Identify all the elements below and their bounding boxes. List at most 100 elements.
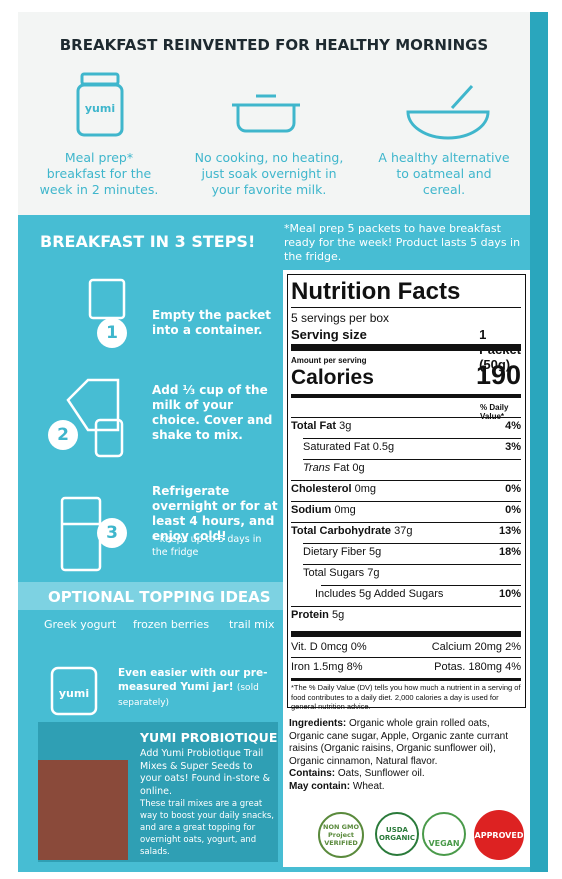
topping-item: trail mix	[229, 618, 275, 631]
nutrition-footnote: *The % Daily Value (DV) tells you how mu…	[291, 683, 521, 711]
row-rule	[303, 543, 521, 544]
topping-item: frozen berries	[133, 618, 210, 631]
step-number: 3	[97, 518, 127, 548]
logo-usda: USDA ORGANIC	[375, 812, 419, 856]
may-contain: Wheat.	[352, 780, 385, 792]
may-contain-label: May contain:	[289, 780, 351, 792]
step-footnote: * keeps up to 5 days in the fridge	[152, 534, 262, 558]
nutrient-row: Total Carbohydrate 37g 13%	[291, 525, 521, 537]
nutrient-dv: 18%	[498, 546, 521, 558]
contains-label: Contains:	[289, 768, 336, 779]
nutrient-label: Trans	[303, 462, 331, 474]
vitamin: Potas. 180mg 4%	[434, 661, 521, 673]
probiotique-body: These trail mixes are a great way to boo…	[140, 799, 275, 857]
vitamin: Vit. D 0mcg 0%	[291, 641, 367, 653]
nutrient-dv: 10%	[498, 588, 521, 600]
feature-text: A healthy alternative to oatmeal and cer…	[378, 150, 510, 197]
nutrient-label: Sodium	[291, 504, 332, 516]
nutrient-row: Includes 5g Added Sugars 10%	[291, 588, 521, 600]
topping-item: Greek yogurt	[44, 618, 117, 631]
nutrient-label: Total Sugars	[303, 567, 365, 579]
row-rule	[291, 501, 521, 502]
calories-label: Calories	[291, 366, 374, 389]
nutrient-amount: Fat 0g	[333, 462, 365, 474]
nutrient-row: Saturated Fat 0.5g 3%	[291, 441, 521, 453]
nutrient-label: Dietary Fiber	[303, 546, 366, 558]
nutrient-amount: 0mg	[354, 483, 376, 495]
serving-size-label: Serving size	[291, 327, 367, 342]
steps-note: *Meal prep 5 packets to have breakfast r…	[284, 222, 521, 263]
nutrient-row: Trans Fat 0g	[291, 462, 521, 474]
jar-label: yumi	[59, 687, 89, 700]
step-text: Add ⅓ cup of the milk of your choice. Co…	[152, 383, 273, 442]
calories: 190	[475, 360, 521, 390]
probiotique-title: YUMI PROBIOTIQUE	[140, 730, 278, 745]
nutrient-row: Total Fat 3g 4%	[291, 420, 521, 432]
box-side	[530, 12, 548, 872]
product-photo	[38, 760, 128, 860]
nutrition-title: Nutrition Facts	[291, 278, 461, 305]
feature-text: No cooking, no heating, just soak overni…	[194, 150, 344, 197]
step-number: 2	[48, 420, 78, 450]
servings: 5 servings per box	[291, 311, 390, 325]
ingredients-text: Organic whole grain rolled oats, Organic…	[289, 718, 509, 767]
toppings-title: OPTIONAL TOPPING IDEAS	[48, 588, 271, 606]
topping-band	[18, 582, 283, 610]
vitamin-row: Iron 1.5mg 8% Potas. 180mg 4%	[291, 661, 521, 673]
row-rule	[291, 417, 521, 418]
nutrient-label: Includes 5g Added Sugars	[315, 588, 444, 600]
nutrient-amount: 5g	[331, 609, 345, 621]
probiotique-lead: Add Yumi Probiotique Trail Mixes & Super…	[140, 748, 271, 797]
nutrient-label: Total Fat	[291, 420, 337, 432]
nutrient-dv: 0%	[505, 483, 521, 495]
nutrient-label: Protein	[291, 609, 329, 621]
nutrition-panel	[283, 270, 530, 867]
step-text: Empty the packet into a container.	[152, 308, 271, 337]
row-rule	[303, 438, 521, 439]
nutrient-label: Total Carbohydrate	[291, 525, 392, 537]
logo-approved: APPROVED	[474, 810, 524, 860]
steps-title: BREAKFAST IN 3 STEPS!	[40, 232, 256, 251]
nutrition-border	[287, 274, 526, 708]
nutrient-label: Cholesterol	[291, 483, 352, 495]
nutrient-amount: 0mg	[334, 504, 356, 516]
row-rule	[291, 606, 521, 607]
nutrient-amount: 37g	[394, 525, 413, 537]
header-title: BREAKFAST REINVENTED FOR HEALTHY MORNING…	[59, 36, 489, 54]
nutrient-amount: 7g	[367, 567, 380, 579]
jar-label: yumi	[85, 102, 115, 115]
feature-text: Meal prep* breakfast for the week in 2 m…	[39, 150, 159, 197]
nutrient-dv: 0%	[505, 504, 521, 516]
row-rule	[291, 522, 521, 523]
contains: Oats, Sunflower oil.	[337, 768, 425, 779]
logo-vegan: VEGAN	[422, 812, 466, 856]
step-number: 1	[97, 318, 127, 348]
row-rule	[303, 564, 521, 565]
ingredients: Ingredients: Organic whole grain rolled …	[289, 718, 525, 793]
nutrient-row: Dietary Fiber 5g 18%	[291, 546, 521, 558]
nutrient-row: Protein 5g	[291, 609, 521, 621]
jar-note: (sold separately)	[118, 683, 259, 708]
nutrient-row: Total Sugars 7g	[291, 567, 521, 579]
vitamin-row: Vit. D 0mcg 0% Calcium 20mg 2%	[291, 641, 521, 653]
row-rule	[291, 480, 521, 481]
jar-text: Even easier with our pre-measured Yumi j…	[118, 667, 268, 693]
nutrient-dv: 3%	[505, 441, 521, 453]
dv-header: % Daily Value*	[480, 403, 509, 421]
ingredients-label: Ingredients:	[289, 718, 347, 729]
nutrient-row: Sodium 0mg 0%	[291, 504, 521, 516]
jar-text: Even easier with our pre-measured Yumi j…	[118, 666, 278, 710]
nutrient-amount: 5g	[369, 546, 382, 558]
vitamin: Iron 1.5mg 8%	[291, 661, 363, 673]
vitamin: Calcium 20mg 2%	[431, 641, 521, 653]
nutrient-dv: 13%	[498, 525, 521, 537]
nutrient-amount: 0.5g	[372, 441, 395, 453]
nutrient-label: Saturated Fat	[303, 441, 370, 453]
step-text: Refrigerate overnight or for at least 4 …	[152, 484, 278, 543]
row-rule	[321, 585, 521, 586]
row-rule	[303, 459, 521, 460]
amount-per-serving: Amount per serving	[291, 356, 367, 365]
logo-nongmo: NON GMO Project VERIFIED	[318, 812, 364, 858]
nutrient-amount: 3g	[339, 420, 352, 432]
